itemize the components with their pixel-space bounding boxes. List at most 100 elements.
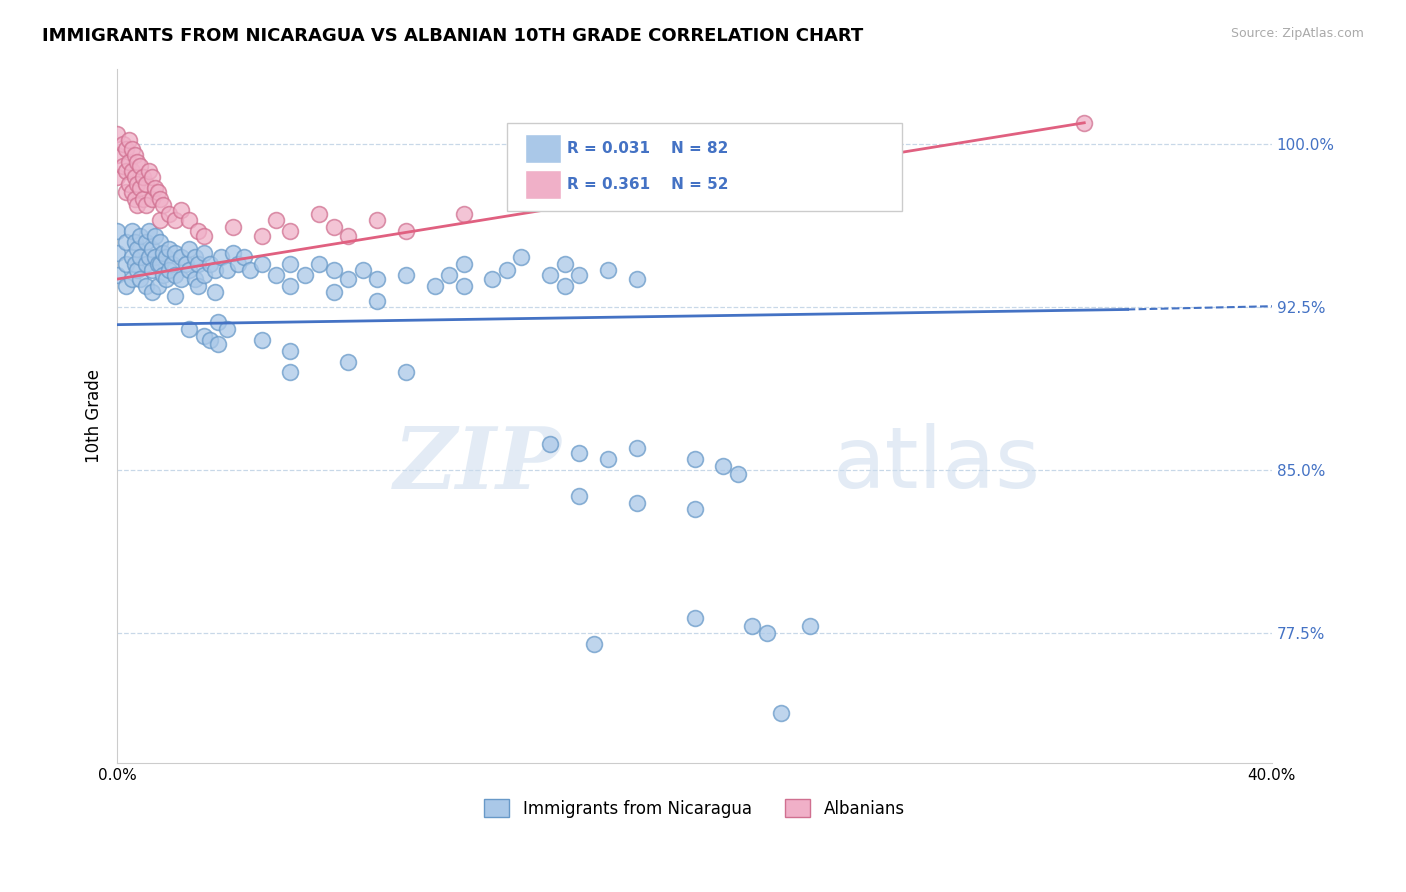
Point	[187, 278, 209, 293]
Point	[204, 285, 226, 299]
Point	[582, 637, 605, 651]
Point	[221, 219, 243, 234]
Legend: Immigrants from Nicaragua, Albanians: Immigrants from Nicaragua, Albanians	[478, 793, 911, 824]
Point	[250, 228, 273, 243]
Point	[264, 268, 287, 282]
Point	[337, 228, 360, 243]
Point	[741, 619, 763, 633]
Point	[496, 263, 519, 277]
Point	[184, 272, 207, 286]
Point	[280, 343, 302, 358]
Point	[713, 458, 735, 473]
Point	[215, 322, 238, 336]
Point	[105, 148, 128, 162]
Point	[143, 181, 166, 195]
Point	[105, 268, 128, 282]
Point	[163, 289, 186, 303]
Point	[111, 159, 134, 173]
Point	[176, 257, 198, 271]
Point	[221, 246, 243, 260]
Point	[152, 198, 174, 212]
Point	[187, 257, 209, 271]
Point	[755, 626, 778, 640]
Point	[115, 142, 138, 156]
Point	[115, 235, 138, 249]
Point	[157, 242, 180, 256]
Point	[138, 224, 160, 238]
Point	[132, 169, 155, 184]
Point	[239, 263, 262, 277]
Point	[115, 186, 138, 200]
Point	[198, 257, 221, 271]
Point	[121, 142, 143, 156]
Point	[135, 257, 157, 271]
Point	[337, 272, 360, 286]
Point	[596, 263, 619, 277]
Point	[193, 268, 215, 282]
Point	[105, 246, 128, 260]
Point	[149, 257, 172, 271]
Point	[111, 137, 134, 152]
Text: IMMIGRANTS FROM NICARAGUA VS ALBANIAN 10TH GRADE CORRELATION CHART: IMMIGRANTS FROM NICARAGUA VS ALBANIAN 10…	[42, 27, 863, 45]
Point	[129, 228, 152, 243]
Point	[115, 257, 138, 271]
Point	[453, 207, 475, 221]
Point	[568, 268, 591, 282]
Point	[437, 268, 460, 282]
Point	[146, 257, 169, 271]
Point	[143, 251, 166, 265]
Point	[163, 213, 186, 227]
Point	[115, 278, 138, 293]
Point	[170, 272, 193, 286]
Point	[179, 242, 201, 256]
Point	[280, 257, 302, 271]
Point	[135, 278, 157, 293]
Point	[129, 272, 152, 286]
Point	[770, 706, 793, 721]
Point	[135, 235, 157, 249]
Point	[538, 268, 561, 282]
Point	[121, 186, 143, 200]
Point	[322, 263, 344, 277]
Point	[127, 154, 149, 169]
Point	[138, 163, 160, 178]
Point	[121, 272, 143, 286]
Point	[105, 224, 128, 238]
Point	[683, 452, 706, 467]
Point	[683, 502, 706, 516]
Point	[170, 202, 193, 217]
Point	[157, 207, 180, 221]
Point	[233, 251, 256, 265]
Point	[146, 186, 169, 200]
Point	[184, 251, 207, 265]
Point	[294, 268, 316, 282]
Point	[799, 619, 821, 633]
Point	[124, 192, 146, 206]
Point	[118, 133, 141, 147]
Point	[395, 366, 418, 380]
Point	[366, 213, 388, 227]
Text: ZIP: ZIP	[394, 423, 562, 506]
Point	[322, 219, 344, 234]
Point	[510, 251, 533, 265]
Point	[115, 163, 138, 178]
Point	[152, 246, 174, 260]
Point	[308, 257, 330, 271]
Point	[143, 228, 166, 243]
Point	[204, 263, 226, 277]
Point	[127, 263, 149, 277]
Point	[121, 251, 143, 265]
Point	[141, 192, 163, 206]
Point	[423, 278, 446, 293]
Point	[105, 127, 128, 141]
Point	[198, 333, 221, 347]
Point	[453, 257, 475, 271]
Point	[366, 272, 388, 286]
Point	[155, 251, 177, 265]
Point	[141, 242, 163, 256]
Point	[179, 213, 201, 227]
Point	[280, 278, 302, 293]
Point	[149, 235, 172, 249]
Text: R = 0.361    N = 52: R = 0.361 N = 52	[567, 178, 728, 192]
Point	[118, 177, 141, 191]
